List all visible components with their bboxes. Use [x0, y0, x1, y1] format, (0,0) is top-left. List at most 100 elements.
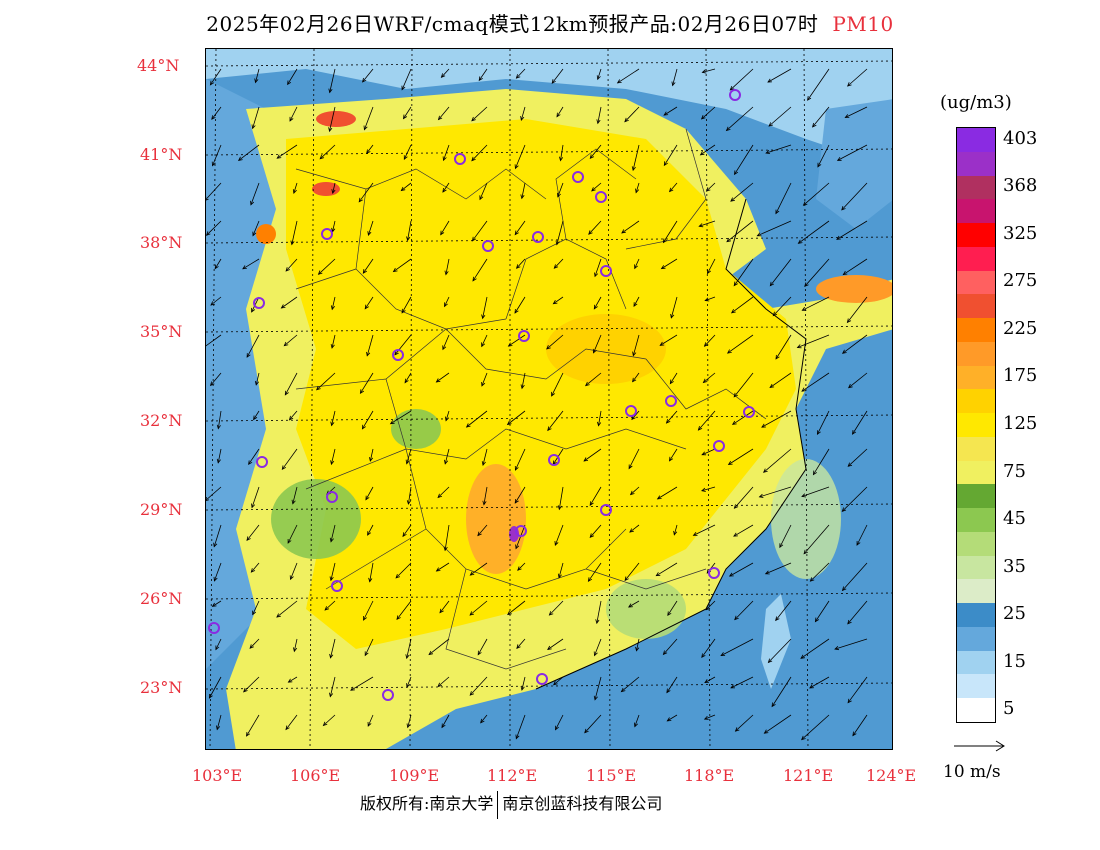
wind-vector — [768, 638, 792, 663]
wind-vector-head — [589, 501, 594, 506]
wind-vector — [765, 144, 792, 154]
wind-vector-head — [481, 314, 486, 320]
wind-vector-head — [733, 532, 738, 537]
wind-vector — [521, 676, 526, 691]
wind-vector — [634, 258, 640, 269]
lat-label-41: 41°N — [140, 145, 183, 164]
wind-vector — [316, 372, 336, 391]
green-patch-southwest — [271, 479, 361, 559]
wind-vector — [659, 334, 678, 346]
wind-vector — [508, 334, 526, 347]
wind-vector — [252, 106, 260, 129]
wind-vector — [329, 676, 336, 697]
wind-vector-head — [249, 644, 254, 649]
wind-vector-head — [246, 731, 251, 737]
wind-vector-head — [817, 162, 822, 168]
wind-vector — [255, 372, 260, 385]
wind-vector-head — [847, 462, 853, 467]
city-stations — [208, 89, 755, 701]
wind-vector-head — [471, 116, 476, 122]
wind-vector — [483, 486, 488, 505]
wind-vector — [588, 562, 602, 582]
wind-vector — [555, 714, 564, 730]
wind-vector-head — [705, 605, 711, 611]
wind-vector-head — [698, 223, 704, 228]
wind-vector — [515, 448, 526, 471]
wind-vector — [728, 448, 754, 465]
wind-vector — [852, 714, 868, 736]
wind-vector — [771, 676, 792, 707]
lat-label-26: 26°N — [140, 589, 183, 608]
wind-vector — [657, 486, 678, 500]
wind-vector-head — [629, 528, 634, 533]
wind-vector — [621, 676, 640, 692]
wind-vector — [666, 410, 678, 424]
wind-vector — [797, 334, 830, 348]
wind-vector — [594, 638, 602, 656]
wind-vector — [813, 448, 830, 475]
wind-vector-head — [389, 420, 395, 425]
wind-vector — [252, 600, 260, 615]
wind-vector-head — [208, 693, 213, 699]
wind-vector-head — [836, 156, 842, 161]
wind-vector-head — [206, 497, 210, 502]
wind-vector — [596, 600, 602, 624]
wind-vector-head — [801, 493, 807, 498]
wind-vector-head — [362, 77, 367, 83]
wind-vector-head — [481, 461, 486, 466]
wind-vector-head — [211, 115, 216, 120]
wind-vector — [847, 676, 868, 703]
wind-vector — [471, 144, 488, 161]
wind-vector-head — [402, 114, 408, 120]
lon-label-112: 112°E — [487, 766, 538, 785]
city-station-marker — [392, 349, 404, 361]
wind-vector — [693, 524, 716, 536]
wind-vector — [331, 296, 336, 310]
wind-vector-head — [317, 270, 323, 275]
wind-vector-head — [548, 611, 554, 616]
wind-vector — [408, 486, 412, 505]
wind-vector-head — [276, 613, 281, 618]
wind-vector — [437, 676, 450, 687]
wind-vector-head — [669, 379, 674, 385]
wind-vector — [521, 372, 526, 389]
wind-vector-head — [726, 237, 731, 243]
legend-swatch — [957, 579, 995, 604]
title-text: 2025年02月26日WRF/cmaq模式12km预报产品:02月26日07时 — [206, 12, 819, 36]
wind-vector-head — [366, 351, 371, 357]
pm10-concentration-map[interactable] — [205, 48, 893, 750]
wind-vector-head — [734, 615, 739, 621]
wind-vector — [701, 106, 716, 120]
wind-vector — [436, 372, 450, 383]
wind-vector — [557, 182, 564, 197]
wind-vector — [842, 334, 868, 354]
wind-vector-head — [469, 571, 475, 576]
wind-vector-head — [402, 532, 407, 538]
wind-vector-head — [841, 349, 847, 354]
lon-label-103: 103°E — [192, 766, 243, 785]
wind-vector-head — [663, 111, 669, 116]
wind-vector-head — [329, 692, 334, 698]
legend-swatch — [957, 626, 995, 652]
wind-vector-head — [624, 117, 629, 123]
wind-vector — [730, 182, 754, 202]
wind-vector — [293, 182, 298, 194]
wind-vector-head — [841, 586, 847, 592]
wind-vector — [428, 638, 450, 655]
wind-vector — [810, 562, 830, 582]
wind-vector-head — [289, 116, 294, 122]
wind-vector — [445, 410, 450, 421]
legend-label: 275 — [1003, 270, 1038, 292]
wind-vector-head — [552, 300, 558, 305]
wind-vector — [589, 486, 602, 506]
wind-vector-head — [655, 572, 661, 577]
wind-vector — [255, 68, 260, 83]
wind-vector — [624, 106, 640, 122]
wind-vector — [212, 144, 222, 166]
wind-vector-head — [729, 85, 735, 91]
wind-vector — [556, 106, 564, 117]
wind-vector — [768, 106, 792, 127]
wind-vector-head — [705, 187, 711, 192]
wind-vector-head — [807, 96, 812, 101]
wind-vector — [250, 182, 260, 205]
